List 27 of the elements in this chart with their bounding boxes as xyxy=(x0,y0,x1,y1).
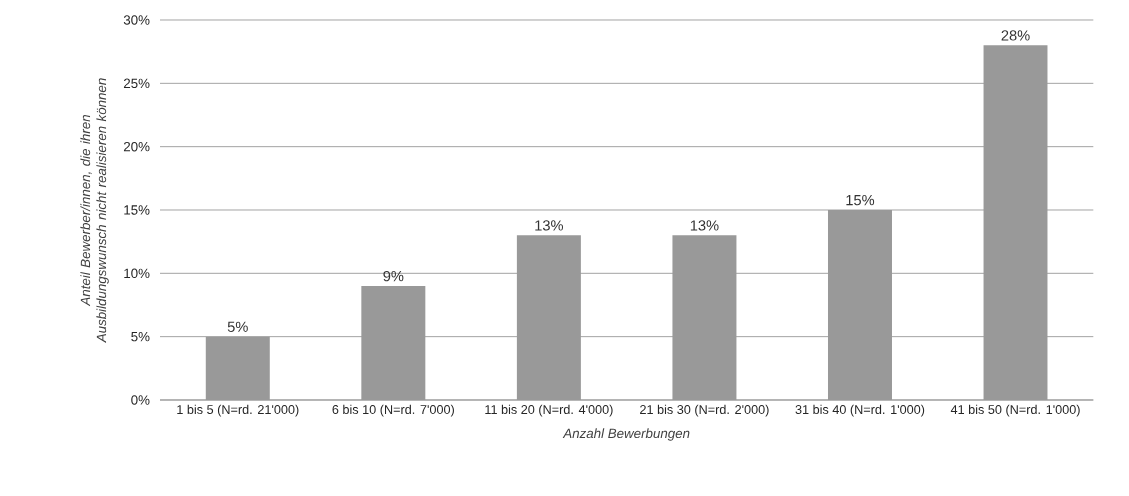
x-axis-title: Anzahl Bewerbungen xyxy=(562,428,690,441)
x-tick-label: 41 bis 50 (N=rd. 1'000) xyxy=(950,404,1080,417)
y-axis-title: Anteil Bewerber/innen, die ihren Ausbildungswunsch nicht realisieren können xyxy=(80,78,109,343)
data-label: 13% xyxy=(690,220,719,231)
y-tick-label: 10% xyxy=(124,268,150,279)
data-label: 9% xyxy=(383,270,404,282)
data-label: 5% xyxy=(227,321,248,332)
y-tick-label: 15% xyxy=(124,205,150,215)
x-tick-label: 21 bis 30 (N=rd. 2'000) xyxy=(640,404,769,417)
data-label: 13% xyxy=(535,220,564,231)
bar xyxy=(516,235,581,400)
y-tick-label: 30% xyxy=(123,15,150,25)
bar xyxy=(672,235,737,400)
bar xyxy=(827,209,892,400)
y-tick-label: 5% xyxy=(131,331,150,342)
data-label: 15% xyxy=(846,194,875,206)
y-tick-label: 0% xyxy=(131,395,150,405)
y-tick-label: 25% xyxy=(123,78,150,89)
bar xyxy=(983,45,1048,400)
x-tick-label: 31 bis 40 (N=rd. 1'000) xyxy=(795,404,925,417)
bar xyxy=(205,336,270,400)
x-tick-label: 11 bis 20 (N=rd. 4'000) xyxy=(485,404,613,417)
x-tick-label: 6 bis 10 (N=rd. 7'000) xyxy=(332,404,454,417)
data-label: 28% xyxy=(1001,30,1030,41)
bar xyxy=(361,285,426,400)
y-tick-label: 20% xyxy=(123,141,150,152)
x-tick-label: 1 bis 5 (N=rd. 21'000) xyxy=(177,404,299,417)
